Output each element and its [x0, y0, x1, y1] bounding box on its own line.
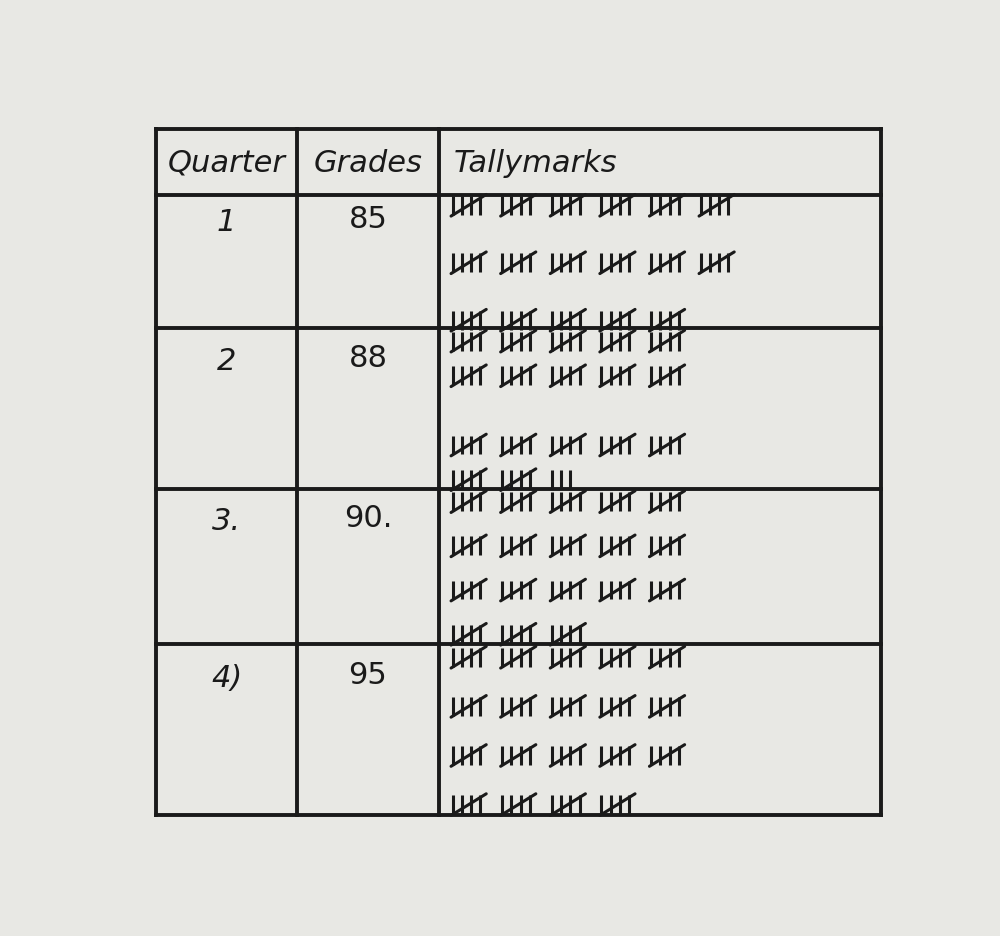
Text: Tallymarks: Tallymarks: [454, 149, 618, 177]
Text: 90.: 90.: [344, 503, 392, 532]
Text: 1: 1: [217, 208, 236, 237]
Text: 3.: 3.: [212, 506, 241, 535]
Text: 85: 85: [349, 205, 387, 234]
Text: Grades: Grades: [314, 149, 422, 177]
Text: 95: 95: [349, 660, 387, 689]
Text: 2: 2: [217, 346, 236, 375]
Text: 88: 88: [348, 344, 387, 373]
Text: Quarter: Quarter: [168, 149, 286, 177]
Text: 4): 4): [211, 664, 242, 693]
